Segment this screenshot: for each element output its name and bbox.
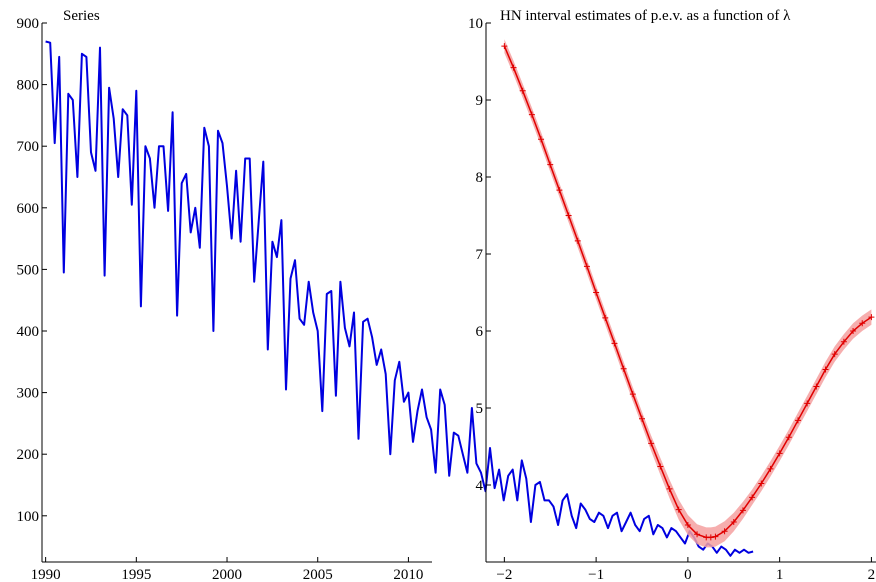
- estimate-point: [758, 480, 765, 487]
- x-tick-label: −1: [588, 567, 604, 582]
- estimate-point: [785, 434, 792, 441]
- y-tick-label: 500: [17, 262, 40, 278]
- estimate-point: [831, 351, 838, 358]
- x-tick-label: 2005: [303, 567, 333, 582]
- y-tick-label: 10: [468, 16, 483, 32]
- estimate-point: [648, 440, 655, 447]
- estimate-point: [868, 314, 875, 321]
- estimate-point: [822, 366, 829, 373]
- estimate-point: [519, 87, 526, 94]
- right-chart-title: HN interval estimates of p.e.v. as a fun…: [500, 8, 791, 24]
- y-tick-label: 4: [476, 478, 484, 494]
- y-tick-label: 400: [17, 324, 40, 340]
- estimate-point: [684, 522, 691, 529]
- estimate-point: [602, 314, 609, 321]
- estimate-point: [707, 534, 714, 541]
- x-tick-label: 2010: [393, 567, 423, 582]
- estimate-point: [675, 506, 682, 513]
- y-tick-label: 200: [17, 447, 40, 463]
- estimate-point: [620, 365, 627, 372]
- estimate-point: [850, 328, 857, 334]
- estimate-point: [639, 415, 645, 422]
- estimate-point: [510, 64, 517, 71]
- y-tick-label: 700: [17, 139, 40, 155]
- estimate-point: [666, 485, 673, 492]
- estimate-point: [657, 463, 664, 470]
- estimate-point: [776, 450, 783, 457]
- x-tick-label: 1: [776, 567, 784, 582]
- y-tick-label: 5: [476, 401, 484, 417]
- estimate-line: [503, 45, 872, 539]
- estimate-point: [611, 340, 618, 347]
- pev-chart: HN interval estimates of p.e.v. as a fun…: [468, 8, 876, 582]
- y-tick-label: 100: [17, 509, 40, 525]
- series-line: [45, 40, 754, 557]
- estimate-point: [574, 237, 581, 244]
- estimate-point: [859, 320, 866, 327]
- y-tick-label: 7: [476, 247, 484, 263]
- estimate-point: [749, 494, 756, 501]
- y-tick-label: 600: [17, 201, 40, 217]
- estimate-point: [593, 289, 600, 296]
- estimate-point: [694, 531, 701, 538]
- estimate-point: [813, 383, 820, 390]
- estimate-point: [528, 111, 535, 118]
- estimate-point: [721, 528, 728, 535]
- x-tick-label: 1990: [31, 567, 61, 582]
- estimate-point: [538, 136, 545, 143]
- y-tick-label: 8: [476, 170, 484, 186]
- estimate-point: [767, 465, 774, 472]
- estimate-point: [583, 263, 590, 270]
- interval-band: [504, 39, 872, 548]
- estimate-point: [556, 187, 563, 194]
- y-tick-label: 900: [17, 16, 40, 32]
- estimate-point: [730, 518, 737, 525]
- estimate-point: [712, 533, 719, 540]
- x-tick-label: 0: [684, 567, 692, 582]
- x-tick-label: 1995: [121, 567, 151, 582]
- estimate-point: [739, 507, 746, 514]
- y-tick-label: 9: [476, 93, 484, 109]
- estimate-point: [629, 391, 636, 398]
- estimate-point: [547, 161, 554, 168]
- estimate-point: [840, 338, 847, 345]
- x-tick-label: 2: [868, 567, 876, 582]
- y-tick-label: 300: [17, 386, 40, 402]
- y-tick-label: 800: [17, 78, 40, 94]
- estimate-point: [804, 400, 811, 407]
- x-tick-label: −2: [496, 567, 512, 582]
- estimate-point: [565, 212, 572, 219]
- estimate-point: [795, 417, 801, 424]
- y-tick-label: 6: [476, 324, 484, 340]
- estimate-point: [501, 43, 508, 50]
- x-tick-label: 2000: [212, 567, 242, 582]
- left-chart-title: Series: [63, 8, 100, 24]
